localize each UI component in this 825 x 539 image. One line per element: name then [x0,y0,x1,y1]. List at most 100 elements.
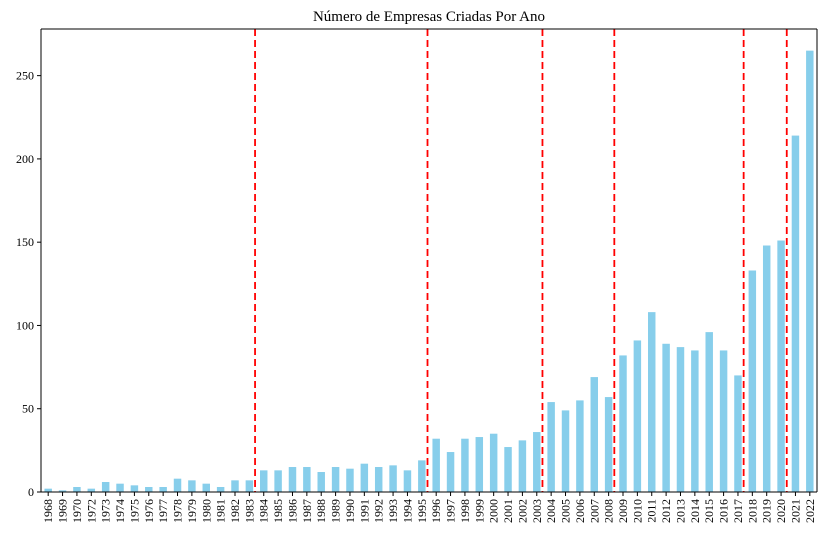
x-tick-label-1980: 1980 [199,499,213,523]
x-tick-label-1978: 1978 [171,499,185,523]
bar-1983 [245,480,254,492]
bar-2008 [604,397,613,492]
y-tick-label: 0 [28,485,34,499]
y-tick-label: 200 [16,152,34,166]
y-ticks-group: 0 50 100 150 200 250 [16,69,41,499]
x-tick-label-1969: 1969 [56,499,70,523]
bar-1985 [274,470,282,492]
bars-group [44,50,814,493]
x-tick-label-1973: 1973 [99,499,113,523]
bar-2010 [633,340,642,492]
x-tick-label-2000: 2000 [487,499,501,523]
bar-2016 [719,350,728,492]
x-tick-label-1994: 1994 [400,499,414,523]
y-tick-label: 250 [16,69,34,83]
x-tick-label-1982: 1982 [228,499,242,523]
x-tick-label-2019: 2019 [760,499,774,523]
x-tick-label-2015: 2015 [702,499,716,523]
bar-1992 [374,467,383,492]
bar-1969 [58,490,67,492]
x-tick-label-2022: 2022 [803,499,817,523]
bar-1994 [403,470,412,492]
x-tick-label-1985: 1985 [271,499,285,523]
bar-1990 [346,468,354,492]
bar-1974 [116,483,124,492]
bar-2022 [806,50,814,493]
x-tick-label-1976: 1976 [142,499,156,523]
bar-1998 [461,438,469,492]
x-tick-label-1979: 1979 [185,499,199,523]
x-tick-label-1977: 1977 [156,499,170,523]
bar-1987 [303,467,311,492]
bar-1993 [389,465,397,492]
y-tick-label: 100 [16,318,34,332]
y-tick-label: 150 [16,235,34,249]
x-tick-label-2011: 2011 [645,499,659,523]
bar-2000 [489,433,498,492]
x-tick-label-2021: 2021 [788,499,802,523]
bar-1968 [44,488,52,492]
bar-1970 [73,487,81,492]
x-tick-label-1974: 1974 [113,499,127,523]
x-tick-label-1991: 1991 [357,499,371,523]
x-tick-label-2008: 2008 [602,499,616,523]
bar-2014 [691,350,699,492]
x-tick-label-1997: 1997 [444,499,458,523]
bar-2004 [547,402,555,492]
bar-1980 [202,483,210,492]
bar-1977 [159,487,167,492]
bar-1997 [446,452,455,492]
x-tick-label-2017: 2017 [731,499,745,523]
bar-2013 [676,347,685,492]
bar-1979 [188,480,196,492]
bar-1996 [432,438,440,492]
bar-1978 [173,478,182,492]
bar-2020 [777,240,785,492]
bar-2018 [748,270,757,492]
x-tick-label-1975: 1975 [127,499,141,523]
vertical-lines-group [254,29,788,492]
x-tick-label-1990: 1990 [343,499,357,523]
bar-2005 [561,410,570,492]
x-tick-label-2001: 2001 [501,499,515,523]
x-tick-label-2018: 2018 [745,499,759,523]
chart-title: Número de Empresas Criadas Por Ano [313,9,545,25]
bar-1995 [418,460,426,492]
x-tick-label-2002: 2002 [515,499,529,523]
x-tick-label-2005: 2005 [559,499,573,523]
x-tick-label-2014: 2014 [688,499,702,523]
bar-1988 [317,472,325,492]
x-tick-label-1995: 1995 [415,499,429,523]
x-tick-label-1992: 1992 [372,499,386,523]
x-tick-label-2012: 2012 [659,499,673,523]
bar-1999 [475,437,484,492]
x-tick-label-1998: 1998 [458,499,472,523]
bar-1976 [145,487,153,492]
bar-2007 [590,377,598,492]
bar-2003 [533,432,541,492]
bar-2015 [705,332,713,492]
x-tick-label-1984: 1984 [257,499,271,523]
bar-2021 [791,135,800,492]
x-tick-label-1968: 1968 [41,499,55,523]
bar-1984 [260,470,268,492]
bar-1973 [101,482,110,492]
x-tick-label-1972: 1972 [84,499,98,523]
x-tick-label-2003: 2003 [530,499,544,523]
bar-2002 [518,440,527,492]
bar-2006 [576,400,584,492]
x-tick-label-1989: 1989 [329,499,343,523]
bar-1991 [360,463,369,492]
bar-1981 [216,487,225,492]
bar-1982 [231,480,239,492]
x-tick-label-2013: 2013 [673,499,687,523]
x-tick-label-2010: 2010 [630,499,644,523]
bar-1989 [331,467,340,492]
bar-2001 [504,447,512,492]
bar-2017 [734,375,742,492]
bar-1986 [288,467,297,492]
x-tick-label-1996: 1996 [429,499,443,523]
x-tick-label-1970: 1970 [70,499,84,523]
x-tick-label-1987: 1987 [300,499,314,523]
